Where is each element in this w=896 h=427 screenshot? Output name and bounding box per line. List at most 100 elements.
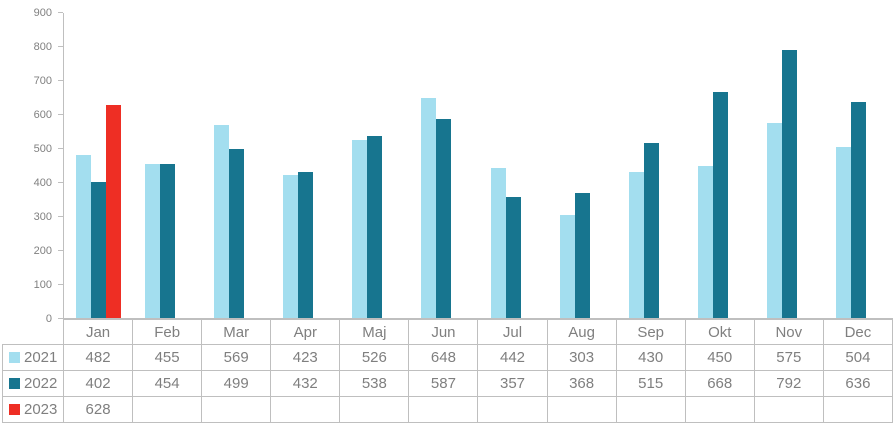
month-group-nov xyxy=(755,13,824,318)
month-group-jan xyxy=(64,13,133,318)
plot-area xyxy=(63,13,893,319)
series-name-2021: 2021 xyxy=(24,349,58,366)
bar-2021-okt xyxy=(697,165,713,318)
value-cell-2023-apr xyxy=(270,396,341,423)
value-cell-2021-apr: 423 xyxy=(270,344,341,371)
value-cell-2022-nov: 792 xyxy=(753,370,824,397)
bar-2022-aug xyxy=(574,193,590,318)
data-table-body: Jan Feb Mar Apr Maj Jun Jul Aug Sep Okt Nov Dec 2021… xyxy=(2,319,894,423)
bar-2022-okt xyxy=(712,91,728,318)
y-axis-label-900: 900 xyxy=(33,7,52,19)
value-cell-2021-feb: 455 xyxy=(132,344,203,371)
table-row-2021: 2021 482 455 569 423 526 648 442 303 430 450 575 504 xyxy=(2,344,894,371)
bar-2022-jul xyxy=(505,197,521,318)
value-cell-2022-aug: 368 xyxy=(546,370,617,397)
month-group-jun xyxy=(409,13,478,318)
value-cell-2023-dec xyxy=(822,396,894,423)
y-axis-label-0: 0 xyxy=(45,313,52,325)
series-label-cell-2022: 2022 xyxy=(2,370,64,397)
value-cell-2023-sep xyxy=(615,396,686,423)
bar-2021-feb xyxy=(145,163,161,318)
month-group-okt xyxy=(686,13,755,318)
value-cell-2021-okt: 450 xyxy=(684,344,755,371)
bar-2021-jan xyxy=(76,154,92,318)
value-cell-2023-jan: 628 xyxy=(62,396,134,423)
value-cell-2023-mar xyxy=(201,396,272,423)
y-axis-label-400: 400 xyxy=(33,177,52,189)
month-group-feb xyxy=(133,13,202,318)
month-group-jul xyxy=(478,13,547,318)
month-header-mar: Mar xyxy=(201,319,272,345)
series-label-cell-2023: 2023 xyxy=(2,396,64,423)
bar-2021-nov xyxy=(766,123,782,318)
value-cell-2021-jan: 482 xyxy=(62,344,134,371)
month-header-aug: Aug xyxy=(546,319,617,345)
legend-key-2021 xyxy=(9,352,20,363)
bar-2021-apr xyxy=(283,174,299,318)
month-header-maj: Maj xyxy=(339,319,410,345)
table-header-row: Jan Feb Mar Apr Maj Jun Jul Aug Sep Okt Nov Dec xyxy=(3,319,894,345)
y-axis-label-800: 800 xyxy=(33,41,52,53)
value-cell-2023-feb xyxy=(132,396,203,423)
value-cell-2022-maj: 538 xyxy=(339,370,410,397)
series-label-cell-2021: 2021 xyxy=(2,344,64,371)
table-row-2023: 2023 628 xyxy=(2,396,894,423)
month-header-okt: Okt xyxy=(684,319,755,345)
month-header-dec: Dec xyxy=(822,319,894,345)
data-table-wrap: Jan Feb Mar Apr Maj Jun Jul Aug Sep Okt Nov Dec 2021… xyxy=(2,319,894,423)
legend-key-2022 xyxy=(9,378,20,389)
bar-2022-nov xyxy=(781,49,797,318)
value-cell-2022-sep: 515 xyxy=(615,370,686,397)
y-axis-tickmark xyxy=(58,318,63,319)
month-header-sep: Sep xyxy=(615,319,686,345)
value-cell-2022-jul: 357 xyxy=(477,370,548,397)
value-cell-2022-jan: 402 xyxy=(62,370,134,397)
month-header-feb: Feb xyxy=(132,319,203,345)
y-axis-tickmark xyxy=(58,114,63,115)
value-cell-2022-apr: 432 xyxy=(270,370,341,397)
value-cell-2022-jun: 587 xyxy=(408,370,479,397)
y-axis-tickmark xyxy=(58,182,63,183)
series-name-2023: 2023 xyxy=(24,401,58,418)
value-cell-2022-dec: 636 xyxy=(822,370,894,397)
y-axis-label-500: 500 xyxy=(33,143,52,155)
y-axis-label-700: 700 xyxy=(33,75,52,87)
series-name-2022: 2022 xyxy=(24,375,58,392)
value-cell-2021-aug: 303 xyxy=(546,344,617,371)
y-axis-tickmark xyxy=(58,148,63,149)
bar-2022-dec xyxy=(850,102,866,318)
month-group-maj xyxy=(340,13,409,318)
y-axis-tickmark xyxy=(58,46,63,47)
value-cell-2021-maj: 526 xyxy=(339,344,410,371)
month-group-dec xyxy=(824,13,893,318)
month-header-jul: Jul xyxy=(477,319,548,345)
bar-2021-sep xyxy=(628,172,644,318)
month-header-apr: Apr xyxy=(270,319,341,345)
y-axis-tickmark xyxy=(58,216,63,217)
value-cell-2023-jun xyxy=(408,396,479,423)
bar-2022-apr xyxy=(298,171,314,318)
y-axis-label-600: 600 xyxy=(33,109,52,121)
bar-2022-maj xyxy=(367,135,383,318)
value-cell-2021-nov: 575 xyxy=(753,344,824,371)
value-cell-2023-nov xyxy=(753,396,824,423)
bar-2022-feb xyxy=(160,164,176,318)
value-cell-2023-maj xyxy=(339,396,410,423)
value-cell-2021-jun: 648 xyxy=(408,344,479,371)
value-cell-2021-jul: 442 xyxy=(477,344,548,371)
month-header-jan: Jan xyxy=(62,319,134,345)
value-cell-2022-mar: 499 xyxy=(201,370,272,397)
y-axis-tickmark xyxy=(58,80,63,81)
y-axis-tickmark xyxy=(58,284,63,285)
y-axis: 0 100 200 300 400 500 600 700 800 900 xyxy=(0,7,63,325)
bar-2021-jul xyxy=(490,168,506,318)
bar-2022-jun xyxy=(436,119,452,318)
month-header-nov: Nov xyxy=(753,319,824,345)
value-cell-2023-aug xyxy=(546,396,617,423)
month-group-apr xyxy=(271,13,340,318)
bar-2022-mar xyxy=(229,148,245,318)
value-cell-2021-sep: 430 xyxy=(615,344,686,371)
table-corner-cell xyxy=(3,320,64,345)
y-axis-label-300: 300 xyxy=(33,211,52,223)
